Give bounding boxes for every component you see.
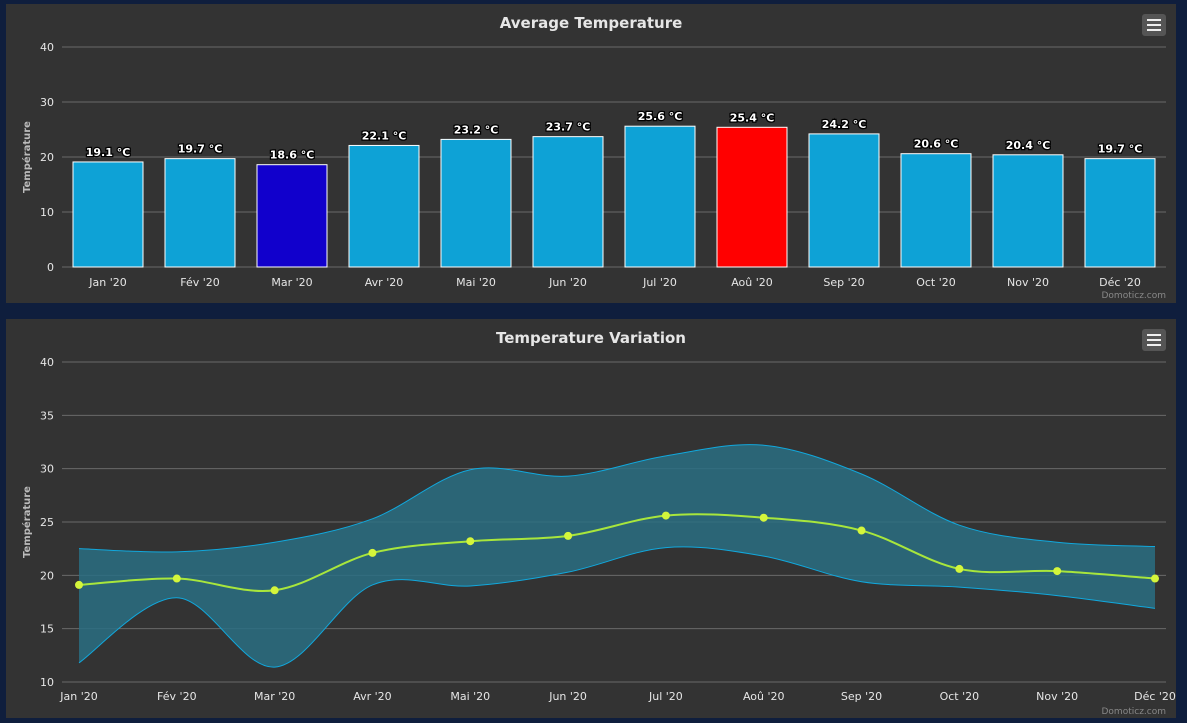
data-point: [270, 586, 279, 595]
bar: [624, 125, 696, 268]
x-tick-label: Sep '20: [823, 276, 864, 289]
y-tick-label: 30: [40, 96, 54, 109]
y-tick-label: 10: [40, 206, 54, 219]
bar: [716, 126, 788, 268]
range-low-line: [78, 546, 1156, 668]
data-label: 25.4 °C: [730, 111, 775, 124]
x-tick-label: Aoû '20: [731, 276, 773, 289]
data-point: [857, 526, 866, 535]
data-label: 20.4 °C: [1006, 139, 1051, 152]
x-tick-label: Jul '20: [648, 690, 683, 703]
x-tick-label: Oct '20: [940, 690, 980, 703]
x-tick-label: Jan '20: [59, 690, 97, 703]
hamburger-menu-icon-bar: [1147, 344, 1161, 346]
data-label: 22.1 °C: [362, 129, 407, 142]
y-tick-label: 20: [40, 151, 54, 164]
y-axis-label: Température: [21, 121, 33, 193]
bar: [532, 136, 604, 268]
x-tick-label: Nov '20: [1036, 690, 1078, 703]
data-point: [1053, 567, 1062, 576]
chart-title: Average Temperature: [500, 14, 683, 32]
bar: [808, 133, 880, 268]
bar: [1084, 158, 1156, 268]
y-axis-label: Température: [21, 486, 33, 558]
x-tick-label: Jul '20: [642, 276, 677, 289]
bar: [256, 164, 328, 268]
x-tick-label: Oct '20: [916, 276, 956, 289]
x-tick-label: Jan '20: [88, 276, 126, 289]
data-point: [955, 564, 964, 573]
x-tick-label: Jun '20: [548, 690, 587, 703]
data-label: 25.6 °C: [638, 110, 683, 123]
x-tick-label: Mar '20: [254, 690, 295, 703]
hamburger-menu-icon-bar: [1147, 339, 1161, 341]
bar: [440, 138, 512, 268]
area-range-chart-svg: Temperature Variation 10 15 20 25 30 35 40 Tempé…: [21, 329, 1176, 717]
x-tick-label: Déc '20: [1134, 690, 1176, 703]
y-tick-label: 0: [47, 261, 54, 274]
x-tick-label: Nov '20: [1007, 276, 1049, 289]
credits-label: Domoticz.com: [1102, 291, 1167, 301]
data-label: 19.7 °C: [178, 143, 223, 156]
data-label: 19.1 °C: [86, 146, 131, 159]
credits-label: Domoticz.com: [1102, 707, 1167, 717]
y-tick-label: 40: [40, 41, 54, 54]
x-tick-label: Fév '20: [180, 276, 220, 289]
data-point: [75, 580, 83, 589]
bar: [164, 158, 236, 268]
chart-menu-button[interactable]: [1142, 329, 1166, 351]
data-point: [661, 511, 670, 520]
x-tick-label: Avr '20: [365, 276, 403, 289]
data-point: [1151, 574, 1159, 583]
hamburger-menu-icon: [1147, 19, 1161, 21]
data-label: 23.2 °C: [454, 123, 499, 136]
data-label: 18.6 °C: [270, 149, 315, 162]
data-label: 19.7 °C: [1098, 143, 1143, 156]
x-tick-label: Déc '20: [1099, 276, 1141, 289]
hamburger-menu-icon-bar: [1147, 29, 1161, 31]
x-tick-label: Mai '20: [450, 690, 490, 703]
y-tick-label: 30: [40, 463, 54, 476]
hamburger-menu-icon-bar: [1147, 24, 1161, 26]
y-tick-label: 35: [40, 409, 54, 422]
y-tick-label: 25: [40, 516, 54, 529]
chart-menu-button[interactable]: [1142, 14, 1166, 36]
y-tick-label: 15: [40, 623, 54, 636]
bar-chart-svg: Average Temperature 0 10 20 30 40 Température 1…: [21, 14, 1167, 301]
y-tick-label: 10: [40, 676, 54, 689]
y-tick-label: 20: [40, 569, 54, 582]
x-tick-label: Fév '20: [157, 690, 197, 703]
data-label: 20.6 °C: [914, 138, 959, 151]
x-tick-label: Mai '20: [456, 276, 496, 289]
data-point: [466, 537, 475, 546]
hamburger-menu-icon: [1147, 334, 1161, 336]
data-point: [368, 548, 377, 557]
y-tick-label: 40: [40, 356, 54, 369]
x-tick-label: Aoû '20: [743, 690, 785, 703]
chart-title: Temperature Variation: [496, 329, 686, 347]
data-point: [759, 513, 768, 522]
bar: [72, 161, 144, 268]
x-tick-label: Avr '20: [353, 690, 391, 703]
data-point: [564, 531, 573, 540]
data-label: 23.7 °C: [546, 121, 591, 134]
bar: [900, 153, 972, 268]
average-temperature-chart-panel: Average Temperature 0 10 20 30 40 Température 1…: [6, 4, 1176, 303]
temperature-range-area: [79, 444, 1155, 668]
x-tick-label: Sep '20: [841, 690, 882, 703]
x-tick-label: Mar '20: [271, 276, 312, 289]
bar: [348, 144, 420, 268]
temperature-variation-chart-panel: Temperature Variation 10 15 20 25 30 35 40 Tempé…: [6, 319, 1176, 718]
bar: [992, 154, 1064, 268]
data-label: 24.2 °C: [822, 118, 867, 131]
x-tick-label: Jun '20: [548, 276, 587, 289]
range-high-line: [78, 444, 1156, 553]
data-point: [172, 574, 181, 583]
